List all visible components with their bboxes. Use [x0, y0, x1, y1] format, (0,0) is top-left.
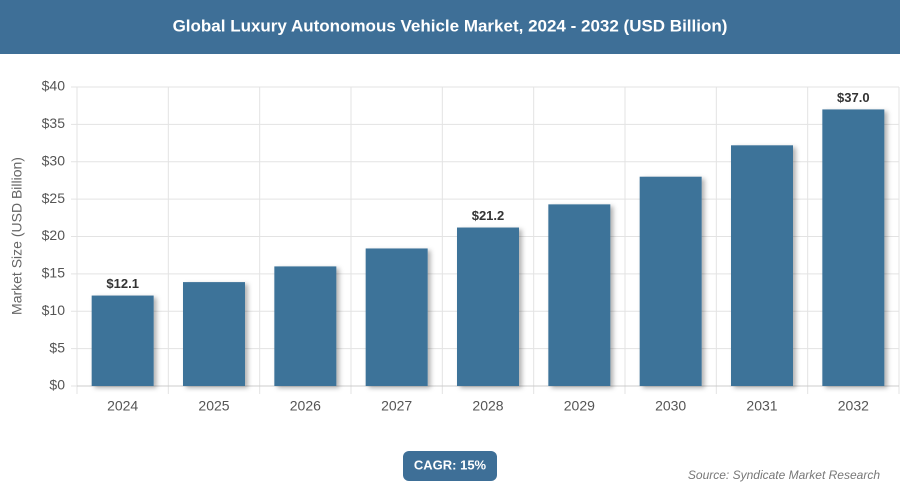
- data-label: $37.0: [837, 90, 870, 105]
- y-tick-label: $40: [42, 78, 66, 94]
- bar: [365, 248, 428, 386]
- cagr-badge: [403, 451, 497, 481]
- y-tick-label: $15: [42, 265, 66, 281]
- bar: [548, 204, 611, 386]
- x-tick-label: 2025: [198, 398, 229, 414]
- cagr-label: CAGR: 15%: [414, 457, 487, 472]
- bar: [274, 266, 337, 386]
- y-tick-label: $10: [42, 302, 66, 318]
- bar: [183, 282, 245, 386]
- x-tick-label: 2028: [472, 398, 503, 414]
- x-tick-label: 2026: [290, 398, 321, 414]
- y-tick-label: $5: [49, 339, 65, 355]
- bar: [639, 176, 702, 386]
- data-label: $21.2: [472, 208, 505, 223]
- bar: [457, 227, 519, 386]
- source: Source: Syndicate Market Research: [688, 468, 880, 482]
- data-label: $12.1: [106, 276, 139, 291]
- chart-title: Global Luxury Autonomous Vehicle Market,…: [173, 16, 728, 35]
- title-bar: [0, 0, 900, 54]
- x-tick-label: 2029: [564, 398, 595, 414]
- bar: [91, 295, 154, 386]
- y-axis-title: Market Size (USD Billion): [9, 157, 25, 315]
- y-tick-label: $20: [42, 227, 66, 243]
- x-tick-label: 2030: [655, 398, 686, 414]
- y-tick-label: $35: [42, 115, 66, 131]
- y-tick-label: $25: [42, 190, 66, 206]
- bar: [731, 145, 793, 386]
- bar: [822, 109, 885, 387]
- x-tick-label: 2027: [381, 398, 412, 414]
- y-tick-label: $0: [49, 377, 65, 393]
- x-tick-label: 2032: [838, 398, 869, 414]
- x-tick-label: 2024: [107, 398, 138, 414]
- x-tick-label: 2031: [746, 398, 777, 414]
- y-tick-label: $30: [42, 152, 66, 168]
